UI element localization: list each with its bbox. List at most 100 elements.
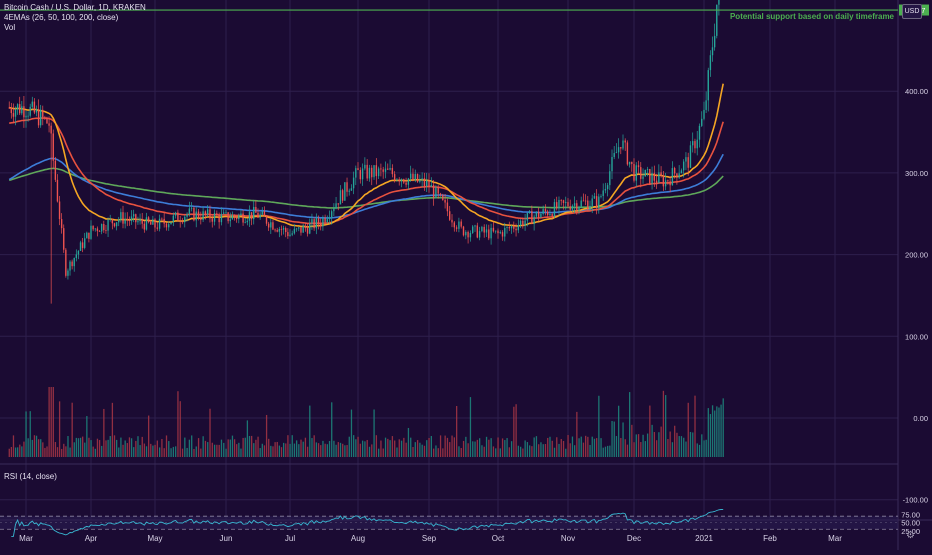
volume-bar	[79, 437, 82, 457]
volume-bar	[248, 435, 251, 457]
candle-body	[263, 211, 266, 217]
volume-bar	[148, 415, 150, 457]
candle-body	[673, 168, 676, 174]
candle-body	[158, 218, 161, 229]
volume-bar	[569, 443, 571, 457]
volume-bar	[10, 446, 13, 457]
candle-body	[428, 180, 430, 187]
candle-body	[16, 104, 19, 110]
candle-body	[573, 203, 576, 206]
volume-bar	[371, 444, 373, 457]
volume-bar	[465, 436, 467, 457]
ema-legend[interactable]: 4EMAs (26, 50, 100, 200, close)	[4, 13, 119, 22]
candle-body	[37, 109, 40, 126]
candle-body	[633, 164, 635, 181]
candle-body	[94, 228, 96, 230]
volume-bar	[426, 440, 428, 457]
volume-bar	[311, 438, 313, 457]
candle-body	[524, 220, 526, 226]
volume-bar	[63, 443, 65, 457]
volume-bar	[665, 395, 667, 457]
volume-bar	[236, 444, 238, 457]
volume-bar	[598, 395, 600, 457]
volume-bar	[476, 439, 478, 457]
candle-body	[540, 213, 542, 218]
ema-100-line	[8, 153, 724, 219]
volume-bar	[604, 446, 607, 457]
candle-body	[582, 200, 585, 202]
volume-bar	[538, 444, 540, 457]
volume-bar	[209, 408, 211, 457]
volume-bar	[92, 446, 94, 457]
volume-bar	[582, 442, 585, 457]
candle-body	[451, 219, 453, 223]
candle-body	[537, 211, 540, 218]
candle-body	[490, 227, 492, 239]
candle-body	[193, 207, 195, 221]
volume-bar	[179, 401, 181, 457]
candle-body	[703, 109, 705, 119]
candle-body	[517, 224, 520, 231]
x-tick-5: Aug	[351, 534, 365, 543]
volume-bar	[139, 445, 141, 457]
candle-body	[497, 230, 499, 234]
volume-bars	[8, 387, 724, 457]
candle-body	[21, 106, 23, 114]
volume-bar	[485, 436, 488, 457]
volume-legend[interactable]: Vol	[4, 23, 16, 32]
volume-bar	[126, 443, 128, 457]
volume-bar	[328, 441, 331, 457]
volume-bar	[353, 435, 355, 457]
volume-bar	[295, 440, 298, 457]
candle-body	[651, 173, 653, 184]
volume-bar	[137, 436, 139, 457]
volume-bar	[339, 442, 342, 457]
volume-bar	[391, 436, 394, 457]
currency-button[interactable]: USD	[902, 4, 922, 19]
candle-body	[620, 147, 622, 149]
volume-bar	[474, 441, 476, 457]
candle-body	[31, 101, 33, 107]
volume-bar	[412, 446, 414, 457]
candle-body	[364, 164, 366, 169]
candle-body	[542, 209, 544, 214]
candle-body	[330, 211, 333, 218]
volume-bar	[414, 442, 416, 457]
candle-body	[304, 225, 307, 229]
candle-body	[455, 227, 458, 229]
volume-bar	[42, 442, 44, 457]
volume-bar	[711, 405, 714, 457]
volume-bar	[238, 442, 240, 457]
volume-bar	[653, 432, 656, 457]
candle-body	[339, 190, 342, 205]
candle-body	[280, 228, 283, 230]
volume-bar	[519, 446, 522, 457]
volume-bar	[495, 448, 497, 457]
candle-body	[637, 165, 640, 168]
candle-body	[33, 101, 36, 113]
volume-bar	[622, 422, 624, 457]
volume-bar	[268, 438, 270, 457]
candle-body	[628, 161, 631, 165]
rsi-legend[interactable]: RSI (14, close)	[4, 472, 57, 481]
candle-body	[56, 179, 59, 202]
candle-body	[209, 209, 211, 219]
volume-bar	[337, 442, 339, 457]
candle-body	[519, 220, 522, 225]
settings-gear-icon[interactable]: ⚙	[906, 530, 915, 541]
volume-bar	[560, 438, 562, 457]
candle-body	[165, 223, 168, 228]
volume-bar	[439, 435, 442, 457]
candle-body	[371, 167, 373, 178]
candle-body	[211, 218, 213, 222]
candle-body	[335, 203, 337, 209]
candle-body	[446, 202, 449, 212]
candle-body	[660, 172, 662, 176]
candle-body	[77, 250, 80, 255]
rsi-tick-0: 75.00	[901, 511, 920, 520]
chart-title: Bitcoin Cash / U.S. Dollar, 1D, KRAKEN	[4, 3, 146, 12]
candle-body	[357, 168, 359, 171]
volume-bar	[685, 441, 687, 457]
